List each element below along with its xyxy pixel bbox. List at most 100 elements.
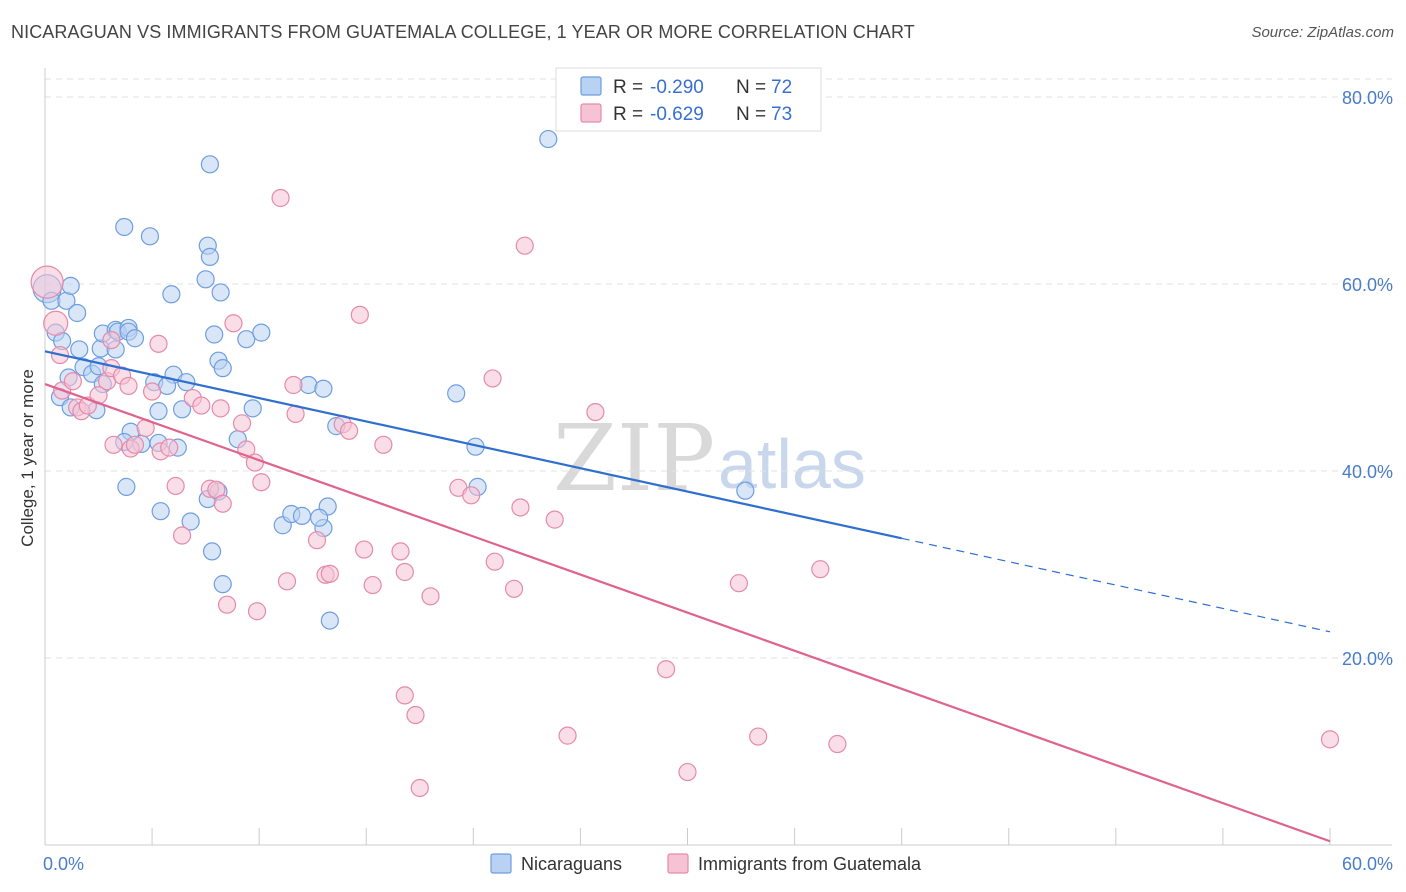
data-point-guatemala <box>483 369 502 388</box>
data-point-guatemala <box>211 399 230 418</box>
data-point-guatemala <box>391 542 410 561</box>
series-legend: Nicaraguans Immigrants from Guatemala <box>490 853 922 874</box>
legend-r-value-1: -0.290 <box>650 77 704 98</box>
data-point-guatemala <box>232 414 252 433</box>
data-point-guatemala <box>277 572 297 591</box>
bottom-legend-label-guatemala: Immigrants from Guatemala <box>698 854 922 874</box>
data-point-nicaraguans <box>243 399 262 418</box>
data-point-guatemala <box>271 188 290 208</box>
data-point-nicaraguans <box>115 217 134 237</box>
data-point-guatemala <box>43 310 69 336</box>
data-point-guatemala <box>485 552 504 571</box>
data-point-guatemala <box>192 396 211 415</box>
data-point-guatemala <box>410 778 429 798</box>
data-point-guatemala <box>462 486 481 505</box>
legend-n-label-2: N = <box>736 104 766 125</box>
data-point-nicaraguans <box>213 359 232 378</box>
bottom-legend-swatch-pink <box>667 853 689 874</box>
data-point-guatemala <box>284 375 303 395</box>
data-point-nicaraguans <box>61 276 80 295</box>
source-credit: Source: ZipAtlas.com <box>1251 24 1394 41</box>
data-point-guatemala <box>395 562 414 582</box>
data-point-guatemala <box>149 334 168 353</box>
data-point-guatemala <box>511 498 530 517</box>
trend-lines <box>44 350 1331 843</box>
data-point-nicaraguans <box>151 502 170 521</box>
data-point-guatemala <box>247 602 267 621</box>
data-point-nicaraguans <box>252 323 271 342</box>
data-point-guatemala <box>586 402 605 422</box>
data-point-nicaraguans <box>70 340 89 359</box>
data-point-guatemala <box>172 526 192 545</box>
data-point-guatemala <box>125 435 145 454</box>
axes: 20.0% 40.0% 60.0% 80.0% 0.0% 60.0% <box>43 68 1393 874</box>
data-point-nicaraguans <box>292 506 312 525</box>
y-tick-label: 40.0% <box>1342 462 1393 482</box>
data-point-nicaraguans <box>736 481 755 500</box>
trendline-guatemala <box>44 383 1331 843</box>
data-point-guatemala <box>320 564 339 583</box>
data-point-guatemala <box>63 372 82 391</box>
data-point-guatemala <box>160 438 179 457</box>
data-point-nicaraguans <box>202 542 222 561</box>
trendline-nicaraguans-extension <box>901 537 1331 633</box>
data-point-nicaraguans <box>447 384 466 403</box>
data-point-guatemala <box>811 560 830 579</box>
legend-n-value-2: 73 <box>771 104 792 125</box>
trendline-nicaraguans <box>44 350 902 540</box>
correlation-legend: R = -0.290 N = 72 R = -0.629 N = 73 <box>555 67 822 132</box>
data-point-nicaraguans <box>205 325 224 344</box>
data-point-guatemala <box>545 510 564 529</box>
data-point-nicaraguans <box>320 611 339 630</box>
y-tick-label: 60.0% <box>1342 275 1393 295</box>
data-point-nicaraguans <box>140 227 160 246</box>
data-point-guatemala <box>355 540 374 559</box>
data-point-guatemala <box>749 727 768 746</box>
data-point-guatemala <box>166 476 185 496</box>
data-point-guatemala <box>729 574 749 593</box>
legend-n-label-1: N = <box>736 77 766 98</box>
data-point-nicaraguans <box>181 512 200 531</box>
data-point-guatemala <box>421 587 440 606</box>
data-point-nicaraguans <box>125 329 145 348</box>
data-point-guatemala <box>406 705 425 725</box>
y-tick-label: 80.0% <box>1342 88 1393 108</box>
data-point-nicaraguans <box>162 285 181 304</box>
data-point-guatemala <box>217 595 237 614</box>
x-tick-label-max: 60.0% <box>1342 854 1393 874</box>
data-point-nicaraguans <box>310 508 329 527</box>
data-point-guatemala <box>350 305 369 324</box>
data-point-nicaraguans <box>68 303 87 323</box>
grid-lines <box>45 78 1392 659</box>
series-guatemala <box>30 188 1340 798</box>
data-point-guatemala <box>307 531 327 550</box>
chart-title: NICARAGUAN VS IMMIGRANTS FROM GUATEMALA … <box>11 22 915 42</box>
y-tick-label: 20.0% <box>1342 649 1393 669</box>
watermark-zip: ZIP <box>553 405 715 512</box>
data-point-guatemala <box>374 435 393 454</box>
bottom-legend-label-nicaraguans: Nicaraguans <box>521 854 622 874</box>
data-point-guatemala <box>363 575 382 595</box>
data-point-guatemala <box>340 421 359 440</box>
data-point-nicaraguans <box>172 400 192 419</box>
data-point-guatemala <box>252 473 271 492</box>
data-point-nicaraguans <box>314 379 333 398</box>
data-point-guatemala <box>678 762 697 782</box>
legend-swatch-blue <box>580 76 602 96</box>
data-point-guatemala <box>224 314 243 333</box>
data-point-guatemala <box>104 435 123 454</box>
data-point-nicaraguans <box>211 283 230 302</box>
data-point-nicaraguans <box>200 155 220 174</box>
data-point-guatemala <box>504 579 524 598</box>
data-point-guatemala <box>1320 730 1340 749</box>
y-axis-title: College, 1 year or more <box>18 369 37 547</box>
data-point-guatemala <box>102 331 121 350</box>
data-point-guatemala <box>515 236 534 255</box>
data-point-nicaraguans <box>196 270 215 289</box>
data-point-nicaraguans <box>117 477 136 496</box>
data-point-guatemala <box>828 734 847 754</box>
data-point-guatemala <box>558 726 577 745</box>
data-point-guatemala <box>395 686 414 705</box>
x-tick-label-min: 0.0% <box>43 854 84 874</box>
data-point-guatemala <box>30 265 64 299</box>
